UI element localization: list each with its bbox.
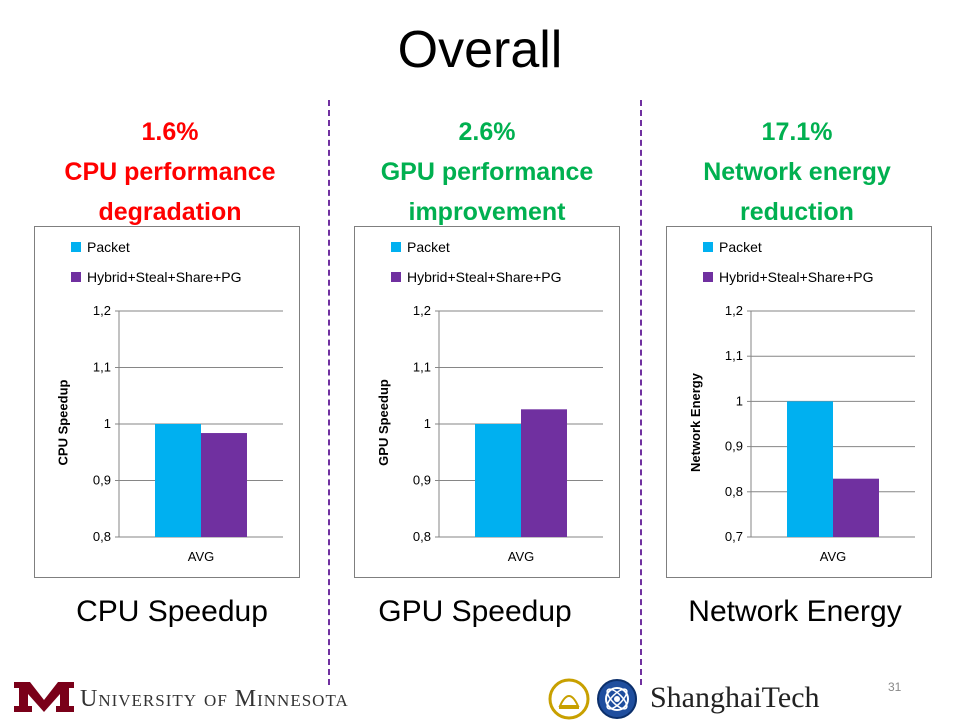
- y-tick-label: 0,9: [725, 439, 743, 454]
- y-tick-label: 1,2: [725, 303, 743, 318]
- cpu-headline-percent: 1.6%: [141, 118, 199, 146]
- x-tick-label: AVG: [820, 549, 847, 564]
- network-headline-description: Network energy reduction: [703, 158, 891, 226]
- legend-swatch-packet: [71, 242, 81, 252]
- network-headline-percent: 17.1%: [761, 118, 833, 146]
- y-tick-label: 1,2: [413, 303, 431, 318]
- x-tick-label: AVG: [188, 549, 215, 564]
- umn-m-logo: [14, 682, 74, 712]
- y-tick-label: 1: [104, 416, 111, 431]
- legend-swatch-hybrid: [391, 272, 401, 282]
- y-tick-label: 0,8: [413, 529, 431, 544]
- y-tick-label: 1: [736, 393, 743, 408]
- shanghaitech-wordmark: ShanghaiTech: [650, 681, 820, 714]
- legend-label-packet: Packet: [87, 239, 130, 255]
- legend-label-packet: Packet: [407, 239, 450, 255]
- gpu-headline: 2.6% GPU performance improvement: [347, 112, 627, 232]
- y-tick-label: 1,1: [413, 360, 431, 375]
- legend-swatch-packet: [703, 242, 713, 252]
- y-tick-label: 0,9: [93, 473, 111, 488]
- dashed-divider-right: [640, 100, 642, 685]
- cpu-headline-description: CPU performance degradation: [64, 158, 276, 226]
- gpu-headline-description: GPU performance improvement: [380, 158, 594, 226]
- cpu-caption: CPU Speedup: [76, 595, 268, 628]
- network-caption: Network Energy: [688, 595, 902, 628]
- bar-packet: [155, 424, 201, 537]
- y-tick-label: 1,2: [93, 303, 111, 318]
- page-number: 31: [888, 680, 902, 694]
- shanghaitech-emblem-icon: [597, 679, 637, 719]
- x-tick-label: AVG: [508, 549, 535, 564]
- legend-label-hybrid: Hybrid+Steal+Share+PG: [87, 269, 242, 285]
- bar-packet: [475, 424, 521, 537]
- cpu-speedup-chart: Packet Hybrid+Steal+Share+PG CPU Speedup…: [34, 226, 300, 578]
- shanghaitech-seal-icon: [548, 678, 590, 720]
- gpu-headline-percent: 2.6%: [458, 118, 516, 146]
- legend-swatch-hybrid: [703, 272, 713, 282]
- gpu-plot-area: 0,8 0,9 1 1,1 1,2 AVG: [413, 303, 603, 564]
- bar-hybrid-steal-share-pg: [521, 409, 567, 537]
- cpu-plot-area: 0,8 0,9 1 1,1 1,2 AVG: [93, 303, 283, 564]
- y-tick-label: 0,8: [93, 529, 111, 544]
- network-plot-area: 0,7 0,8 0,9 1 1,1 1,2 AVG: [725, 303, 915, 564]
- bar-hybrid-steal-share-pg: [201, 433, 247, 537]
- cpu-headline: 1.6% CPU performance degradation: [30, 112, 310, 232]
- network-headline: 17.1% Network energy reduction: [657, 112, 937, 232]
- legend-swatch-hybrid: [71, 272, 81, 282]
- y-tick-label: 0,9: [413, 473, 431, 488]
- y-tick-label: 1: [424, 416, 431, 431]
- dashed-divider-left: [328, 100, 330, 685]
- network-energy-chart: Packet Hybrid+Steal+Share+PG Network Ene…: [666, 226, 932, 578]
- umn-wordmark: University of Minnesota: [80, 686, 349, 712]
- y-tick-label: 0,7: [725, 529, 743, 544]
- bar-hybrid-steal-share-pg: [833, 478, 879, 537]
- gpu-speedup-chart: Packet Hybrid+Steal+Share+PG GPU Speedup…: [354, 226, 620, 578]
- legend-label-packet: Packet: [719, 239, 762, 255]
- gpu-caption: GPU Speedup: [378, 595, 572, 628]
- legend-label-hybrid: Hybrid+Steal+Share+PG: [407, 269, 562, 285]
- y-tick-label: 1,1: [725, 348, 743, 363]
- bar-packet: [787, 401, 833, 537]
- y-tick-label: 0,8: [725, 484, 743, 499]
- y-tick-label: 1,1: [93, 360, 111, 375]
- slide-title: Overall: [397, 21, 563, 79]
- legend-label-hybrid: Hybrid+Steal+Share+PG: [719, 269, 874, 285]
- legend-swatch-packet: [391, 242, 401, 252]
